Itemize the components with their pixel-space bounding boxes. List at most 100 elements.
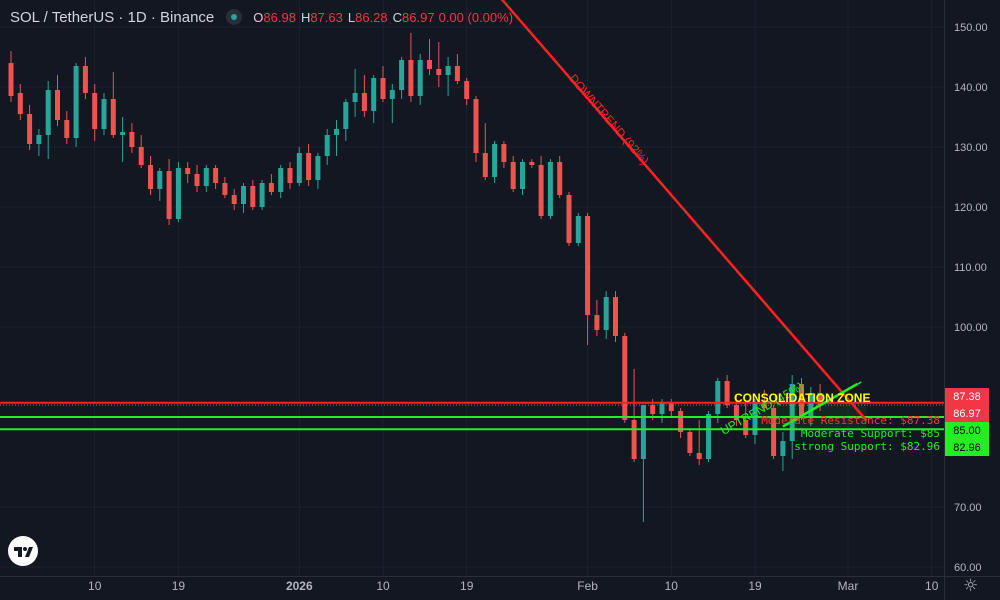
candle-body bbox=[64, 120, 70, 138]
candle bbox=[585, 213, 591, 345]
candle-body bbox=[473, 99, 479, 153]
candle-body bbox=[761, 402, 767, 408]
candle-body bbox=[501, 144, 507, 162]
candle-body bbox=[659, 402, 665, 414]
candle-body bbox=[148, 165, 153, 189]
candle bbox=[231, 189, 237, 210]
candle-body bbox=[547, 162, 553, 216]
candle-body bbox=[557, 162, 563, 195]
open-value: 86.98 bbox=[263, 9, 296, 25]
candle bbox=[380, 66, 386, 102]
candle bbox=[92, 84, 98, 141]
resistance-annotation: Moderate Resistance: $87.38 bbox=[761, 414, 940, 427]
candle-body bbox=[613, 297, 618, 336]
candle bbox=[733, 396, 739, 426]
candle bbox=[389, 84, 395, 123]
price-tick-label: 70.00 bbox=[954, 502, 982, 514]
candle-body bbox=[315, 156, 321, 180]
candle-body bbox=[175, 168, 181, 219]
candle bbox=[752, 399, 758, 444]
candle bbox=[594, 300, 600, 336]
candle bbox=[241, 183, 246, 213]
price-tick-label: 150.00 bbox=[954, 22, 988, 34]
price-label-background bbox=[945, 405, 989, 422]
candle bbox=[529, 159, 535, 168]
candle bbox=[706, 411, 711, 462]
candle bbox=[306, 144, 312, 186]
candle-body bbox=[445, 66, 451, 75]
candle bbox=[547, 159, 553, 219]
trendlines bbox=[500, 0, 868, 428]
candle-body bbox=[352, 93, 358, 102]
candle bbox=[436, 42, 442, 87]
candle bbox=[194, 165, 200, 192]
candle-body bbox=[464, 81, 470, 99]
candle bbox=[82, 57, 88, 99]
low-label: L bbox=[347, 9, 356, 25]
candle-body bbox=[92, 93, 98, 129]
candle bbox=[501, 141, 507, 168]
candle-body bbox=[129, 132, 135, 147]
price-tick-label: 120.00 bbox=[954, 202, 988, 214]
high-label: H bbox=[300, 9, 311, 25]
candle bbox=[250, 180, 256, 210]
candle bbox=[575, 213, 581, 246]
candle-body bbox=[743, 420, 749, 435]
candle bbox=[454, 54, 460, 84]
price-tick-label: 100.00 bbox=[954, 322, 988, 334]
candle bbox=[780, 432, 786, 471]
price-tick-label: 110.00 bbox=[954, 262, 987, 274]
moderate-support-annotation: Moderate Support: $85 bbox=[801, 427, 940, 440]
candle-body bbox=[492, 144, 498, 177]
candle bbox=[408, 33, 414, 102]
candle bbox=[315, 153, 321, 189]
time-axis[interactable]: 10 19 2026 10 19 Feb 10 19 Mar 10 bbox=[0, 576, 1000, 594]
candle bbox=[473, 96, 479, 162]
candle bbox=[520, 159, 525, 195]
candle-body bbox=[45, 90, 51, 135]
candle-body bbox=[706, 414, 711, 459]
candle-body bbox=[166, 171, 172, 219]
price-levels bbox=[0, 401, 944, 431]
gear-icon[interactable]: ☼ bbox=[963, 576, 979, 596]
candle bbox=[427, 39, 432, 75]
candle-body bbox=[417, 60, 423, 96]
price-label-text: 85.00 bbox=[953, 425, 981, 437]
candle-body bbox=[668, 402, 674, 411]
candle bbox=[36, 129, 42, 156]
time-tick-label: 10 bbox=[88, 579, 102, 593]
candle bbox=[268, 174, 274, 195]
candle-body bbox=[324, 135, 330, 156]
candle-body bbox=[594, 315, 600, 330]
tradingview-logo-icon[interactable] bbox=[8, 536, 38, 566]
candle-body bbox=[640, 405, 646, 459]
candle bbox=[631, 369, 637, 462]
candle-body bbox=[817, 393, 823, 406]
candle bbox=[296, 147, 302, 186]
candle-body bbox=[278, 168, 284, 192]
price-axis[interactable]: 150.00 140.00 130.00 120.00 110.00 100.00 70.0… bbox=[944, 0, 990, 600]
candle bbox=[259, 180, 265, 210]
consolidation-zone bbox=[755, 402, 867, 430]
candle bbox=[213, 165, 219, 189]
candle bbox=[566, 192, 572, 246]
low-value: 86.28 bbox=[355, 9, 388, 25]
candle bbox=[148, 156, 153, 195]
candle bbox=[120, 117, 126, 162]
candle-body bbox=[752, 402, 758, 435]
candle bbox=[603, 291, 609, 339]
candle-body bbox=[213, 168, 219, 183]
chart-legend: SOL / TetherUS · 1D · Binance O 86.98 H 87… bbox=[10, 6, 517, 28]
price-label: 82.96 bbox=[945, 439, 989, 456]
candle bbox=[343, 99, 349, 141]
candle-body bbox=[724, 381, 730, 405]
candle bbox=[678, 408, 684, 438]
candle-body bbox=[715, 381, 721, 414]
change-value: 0.00 (0.00%) bbox=[438, 9, 514, 25]
symbol-title[interactable]: SOL / TetherUS · 1D · Binance bbox=[10, 8, 215, 26]
candle-body bbox=[82, 66, 88, 93]
candle bbox=[203, 165, 209, 192]
candle bbox=[668, 399, 674, 417]
candle-body bbox=[157, 171, 163, 189]
